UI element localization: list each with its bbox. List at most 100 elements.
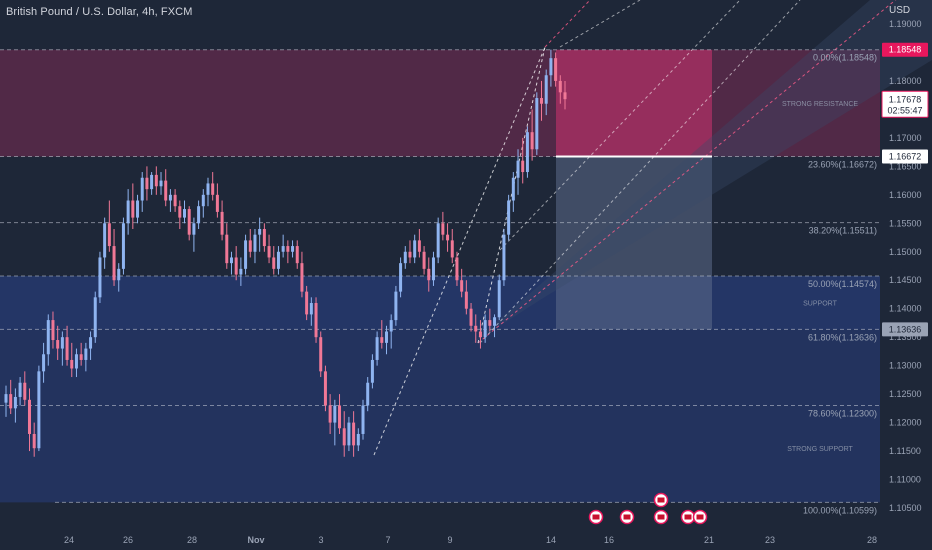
candle-body (474, 325, 478, 332)
candle-body (192, 223, 196, 235)
candle-body (145, 177, 149, 190)
candle-body (328, 405, 332, 423)
candle-body (23, 382, 27, 400)
fib-label-2: 38.20%(1.15511) (809, 226, 877, 236)
candle-body (478, 331, 482, 338)
candle-body (384, 331, 388, 343)
candle-body (347, 422, 351, 446)
candle-body (319, 337, 323, 372)
price-tick-label: 1.14000 (889, 304, 922, 314)
candle-body (323, 371, 327, 406)
candle-body (79, 354, 83, 360)
time-tick-label: 28 (187, 535, 197, 545)
fib-label-3: 50.00%(1.14574) (808, 279, 877, 289)
candle-body (56, 340, 60, 349)
channel-line-upper (544, 0, 591, 48)
price-tag-label: 1.13636 (889, 324, 922, 334)
time-tick-label: 14 (546, 535, 556, 545)
candle-body (206, 183, 210, 195)
candle-body (229, 257, 233, 264)
candle-body (352, 422, 356, 446)
candle-body (455, 257, 459, 281)
event-flag-icon-detail (684, 514, 692, 520)
price-tick-label: 1.13000 (889, 361, 922, 371)
candle-body (356, 433, 360, 446)
short-target-zone (556, 156, 712, 330)
price-tick-label: 1.10500 (889, 503, 922, 513)
candle-body (521, 160, 525, 173)
candle-body (27, 399, 31, 434)
fib-label-6: 100.00%(1.10599) (803, 505, 877, 515)
event-flag-icon-detail (623, 514, 631, 520)
zone-label-support: SUPPORT (803, 301, 837, 308)
candle-body (516, 160, 520, 178)
fib-label-1: 23.60%(1.16672) (808, 160, 877, 170)
candle-body (497, 280, 501, 318)
time-tick-label: 7 (385, 535, 390, 545)
candle-body (150, 174, 154, 190)
candle-body (417, 240, 421, 252)
candle-body (295, 246, 299, 264)
candle-body (281, 246, 285, 252)
time-tick-label: 26 (123, 535, 133, 545)
candle-body (164, 180, 168, 201)
candle-body (46, 320, 50, 355)
candle-body (563, 92, 567, 100)
candle-body (248, 240, 252, 252)
price-tick-label: 1.12500 (889, 389, 922, 399)
channel-line-steep (477, 46, 546, 344)
candle-body (366, 382, 370, 406)
candle-body (380, 337, 384, 343)
candle-body (267, 246, 271, 258)
zone-label-support: STRONG SUPPORT (787, 446, 853, 453)
candle-body (201, 194, 205, 207)
candle-body (215, 194, 219, 212)
channel-line-lower (477, 0, 897, 344)
candle-body (103, 223, 107, 258)
candle-body (140, 177, 144, 201)
strong-support-zone (0, 329, 880, 503)
price-tick-label: 1.12000 (889, 418, 922, 428)
price-tag-box (882, 322, 928, 337)
candle-body (276, 251, 280, 269)
candle-body (450, 240, 454, 258)
currency-label: USD (889, 5, 911, 16)
candle-body (51, 320, 55, 341)
price-tag-box (882, 149, 928, 164)
candle-body (239, 268, 243, 275)
candle-body (136, 200, 140, 218)
candle-body (4, 394, 8, 403)
candle-body (197, 206, 201, 224)
candle-body (93, 297, 97, 338)
candle-body (121, 223, 125, 269)
candle-body (84, 348, 88, 360)
candle-body (183, 209, 187, 218)
fib-label-0: 0.00%(1.18548) (813, 53, 877, 63)
candle-body (286, 246, 290, 252)
candle-body (291, 246, 295, 252)
candle-body (436, 223, 440, 258)
current-price-label: 1.17678 (889, 94, 922, 104)
price-tick-label: 1.13500 (889, 332, 922, 342)
candle-body (262, 228, 266, 247)
candle-body (338, 405, 342, 429)
candle-body (178, 206, 182, 218)
candle-body (107, 223, 111, 247)
candle-body (427, 268, 431, 281)
candle-body (126, 200, 130, 224)
candle-body (493, 317, 497, 326)
candle-body (446, 234, 450, 241)
event-flag-icon-detail (657, 497, 665, 503)
candle-body (460, 280, 464, 292)
candle-body (535, 98, 539, 150)
candle-body (549, 58, 553, 76)
candle-body (253, 234, 257, 252)
candle-body (540, 98, 544, 104)
candle-body (342, 428, 346, 446)
candle-body (42, 354, 46, 372)
event-flag-icon-detail (592, 514, 600, 520)
candle-body (333, 405, 337, 423)
candle-body (431, 257, 435, 281)
zone-label-resistance: STRONG RESISTANCE (782, 101, 858, 108)
